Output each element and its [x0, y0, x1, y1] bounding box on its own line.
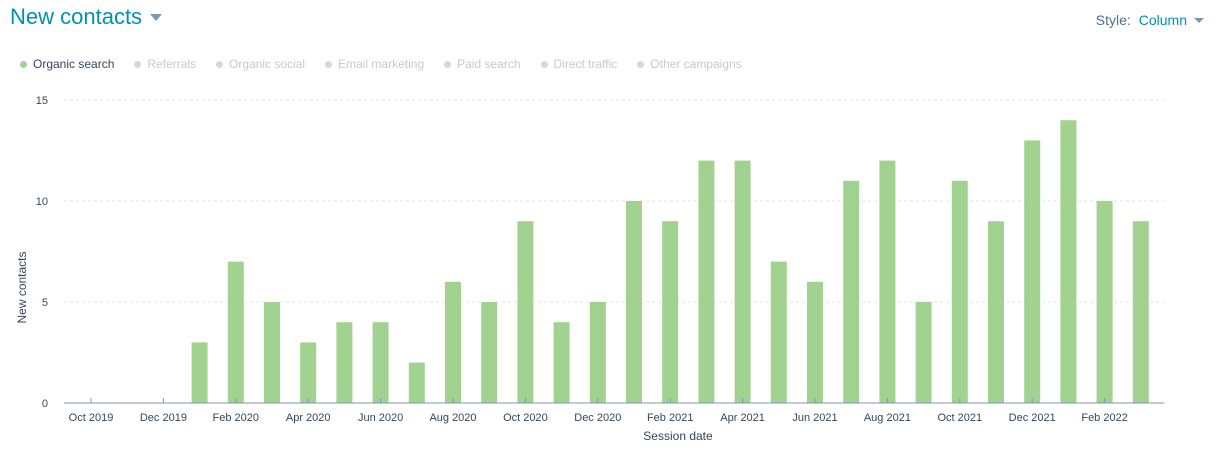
x-tick-label: Apr 2021	[720, 412, 765, 424]
bar	[734, 160, 751, 403]
x-tick-label: Dec 2019	[140, 412, 187, 424]
legend-dot-icon	[134, 60, 142, 68]
bar	[951, 180, 968, 403]
bar	[807, 281, 823, 403]
legend-label: Organic social	[229, 57, 306, 71]
legend-dot-icon	[216, 60, 224, 68]
bar	[336, 322, 353, 403]
bar	[1060, 120, 1077, 403]
legend-label: Organic search	[33, 57, 115, 71]
x-tick-label: Oct 2021	[937, 412, 982, 424]
bar	[843, 180, 860, 403]
bar	[770, 261, 787, 403]
legend-item[interactable]: Organic social	[216, 57, 305, 71]
x-tick-label: Oct 2020	[503, 412, 548, 424]
bar	[372, 322, 389, 403]
x-tick-label: Jun 2020	[358, 412, 403, 424]
x-tick-label: Aug 2021	[864, 412, 911, 424]
chart-header: New contacts	[10, 4, 163, 30]
bar	[227, 261, 244, 403]
legend-item[interactable]: Paid search	[444, 57, 521, 71]
legend-dot-icon	[637, 60, 645, 68]
y-tick-label: 5	[42, 297, 48, 309]
style-value[interactable]: Column	[1138, 12, 1187, 28]
legend-item[interactable]: Email marketing	[325, 57, 424, 71]
legend-item[interactable]: Other campaigns	[637, 57, 742, 71]
legend-dot-icon	[444, 60, 452, 68]
bar	[589, 302, 606, 403]
x-tick-label: Dec 2021	[1009, 412, 1056, 424]
legend-label: Paid search	[457, 57, 521, 71]
bar	[191, 342, 208, 403]
x-tick-label: Jun 2021	[792, 412, 837, 424]
bar	[517, 221, 534, 403]
bar	[1132, 221, 1149, 403]
chart-title[interactable]: New contacts	[10, 4, 143, 29]
bar	[662, 221, 679, 403]
x-tick-label: Dec 2020	[574, 412, 621, 424]
bar	[698, 160, 715, 403]
x-tick-label: Oct 2019	[69, 412, 114, 424]
x-tick-label: Aug 2020	[429, 412, 476, 424]
y-axis-title: New contacts	[15, 251, 29, 323]
legend-item[interactable]: Direct traffic	[540, 57, 618, 71]
bar	[553, 322, 570, 403]
bar	[879, 160, 896, 403]
bar	[988, 221, 1004, 403]
y-tick-label: 10	[36, 196, 48, 208]
bar	[300, 342, 317, 403]
legend-label: Other campaigns	[650, 57, 742, 71]
bar	[445, 281, 461, 403]
bar	[1024, 140, 1041, 403]
style-dropdown-caret-icon[interactable]	[1194, 17, 1204, 23]
style-label: Style:	[1095, 12, 1131, 28]
bar	[481, 302, 498, 403]
title-dropdown-caret-icon[interactable]	[150, 13, 163, 21]
legend-item[interactable]: Referrals	[134, 57, 196, 71]
y-tick-label: 15	[36, 95, 48, 107]
x-tick-label: Apr 2020	[286, 412, 331, 424]
x-tick-label: Feb 2020	[213, 412, 259, 424]
chart-legend: Organic search Referrals Organic social Ema…	[20, 57, 762, 71]
x-axis-title: Session date	[643, 429, 713, 443]
legend-label: Referrals	[147, 57, 197, 71]
x-tick-label: Feb 2022	[1081, 412, 1127, 424]
legend-item[interactable]: Organic search	[20, 57, 114, 71]
bar	[264, 302, 280, 403]
y-tick-label: 0	[42, 398, 48, 410]
bar	[626, 201, 642, 403]
x-tick-label: Feb 2021	[647, 412, 693, 424]
legend-dot-icon	[325, 60, 333, 68]
bar	[1096, 201, 1113, 403]
bar	[408, 362, 425, 403]
style-selector[interactable]: Style: Column	[1096, 12, 1204, 28]
legend-label: Email marketing	[338, 57, 425, 71]
legend-dot-icon	[20, 60, 27, 68]
legend-label: Direct traffic	[553, 57, 618, 71]
legend-dot-icon	[540, 60, 548, 68]
bar	[915, 302, 932, 403]
